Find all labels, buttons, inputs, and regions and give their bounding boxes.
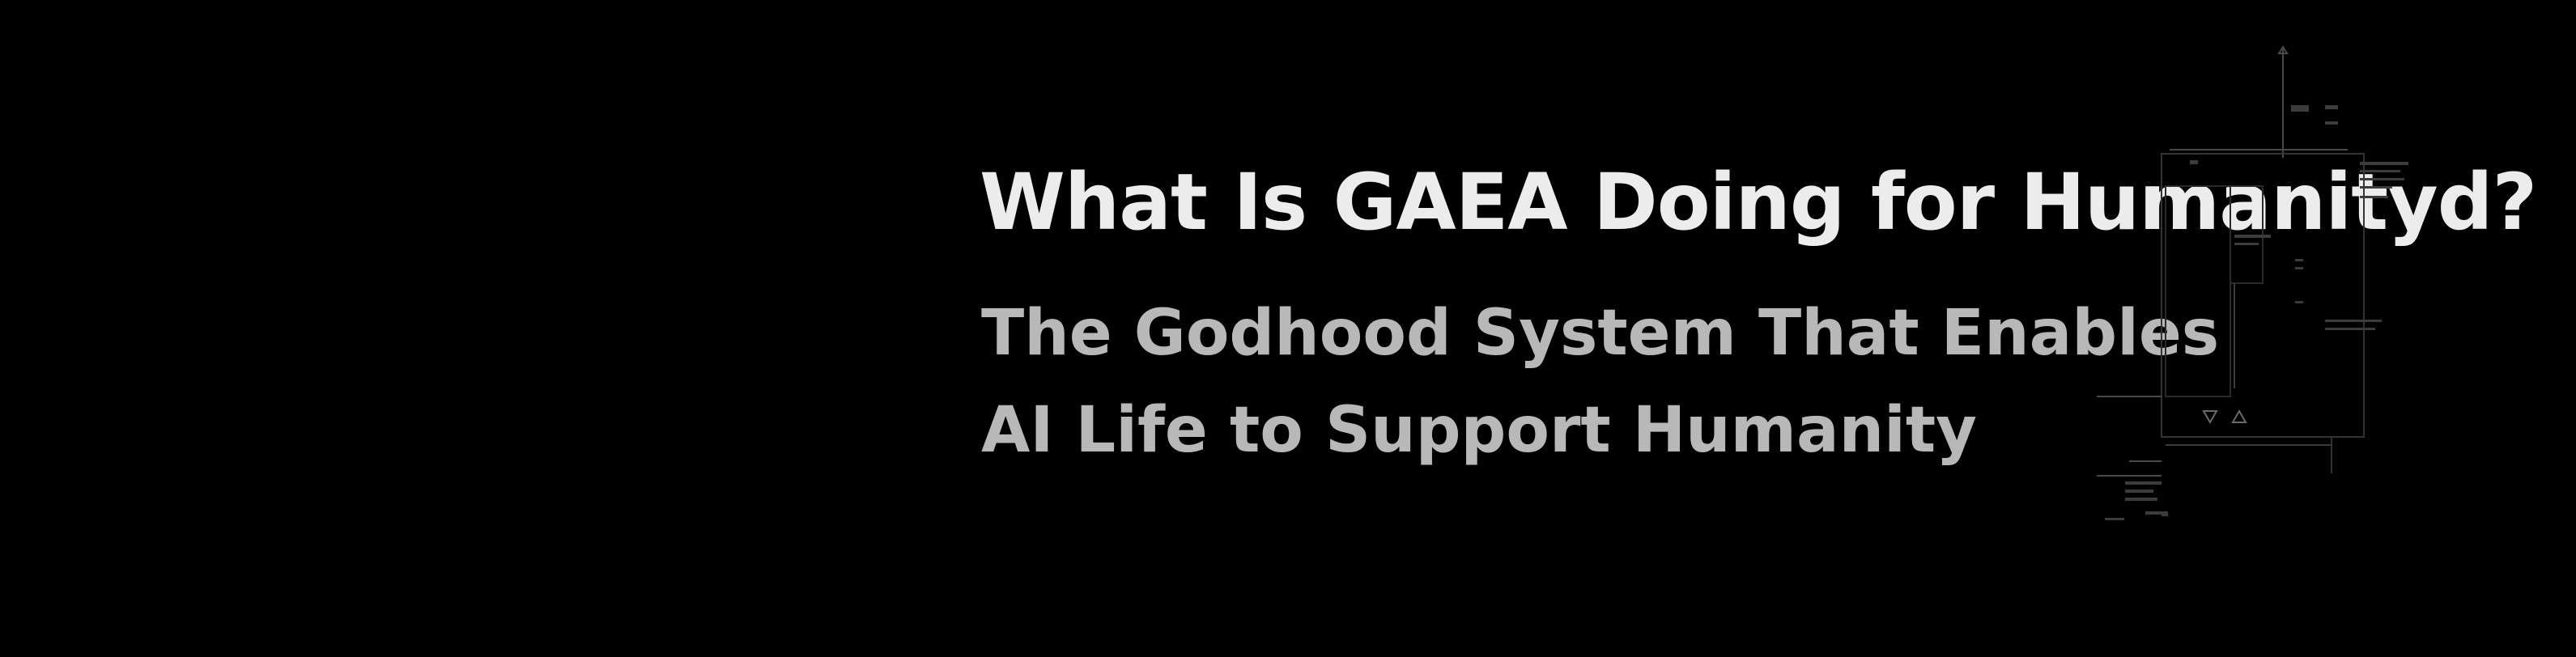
hud-readout-bar — [2360, 178, 2404, 180]
hud-readout-bar — [2125, 498, 2157, 501]
hud-frame — [2165, 185, 2231, 397]
hud-top-triangle-icon — [2277, 45, 2289, 54]
hud-frame — [2161, 153, 2365, 438]
hud-readout-bar — [2295, 301, 2303, 303]
hud-readout-bar — [2325, 320, 2382, 322]
hero-headline: What Is GAEA Doing for Humanityd? — [980, 157, 2537, 248]
hud-readout-bar — [2360, 170, 2400, 172]
hud-readout-bar — [2190, 160, 2198, 164]
hud-readout-bar — [2234, 243, 2259, 245]
hud-readout-bar — [2234, 235, 2271, 238]
hud-up-triangle-icon — [2231, 409, 2247, 423]
hud-readout-bar — [2325, 328, 2375, 330]
hud-readout-bar — [2125, 490, 2153, 493]
hud-readout-bar — [2295, 259, 2303, 261]
hud-readout-bar — [2125, 481, 2162, 485]
hud-triangle-markers — [2202, 45, 2289, 425]
hud-readout-bar — [2360, 162, 2408, 165]
hud-readout-bar — [2145, 511, 2162, 515]
hud-readout-bar — [2105, 518, 2124, 520]
hud-readout-bar — [2360, 186, 2392, 189]
hud-schematic-graphic — [2097, 45, 2408, 520]
hud-readout-bar — [2291, 105, 2309, 112]
hud-readout-bar — [2325, 121, 2338, 125]
hud-readout-cluster — [2105, 105, 2408, 520]
hero-subline-1: The Godhood System That Enables — [981, 297, 2220, 370]
hud-readout-bar — [2360, 196, 2388, 198]
hud-readout-bar — [2325, 105, 2338, 109]
hud-readout-bar — [2295, 267, 2303, 269]
hud-readout-bar — [2162, 511, 2168, 516]
hero-subline-2: AI Life to Support Humanity — [981, 394, 1977, 467]
hud-schematic-icon — [2072, 40, 2493, 542]
hud-down-triangle-icon — [2202, 410, 2218, 425]
